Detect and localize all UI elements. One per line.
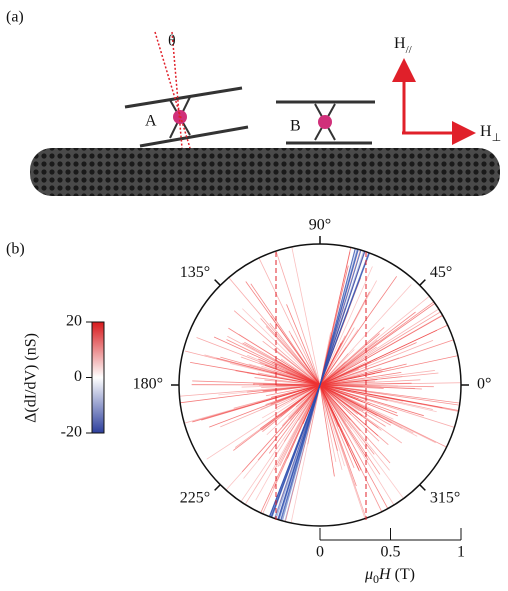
symbol: μ (364, 566, 373, 583)
colorbar-tick-label: -20 (61, 424, 82, 441)
symbol: H (480, 123, 492, 140)
angle-tick (215, 280, 221, 286)
x-tick-label: 0 (316, 544, 324, 561)
angle-tick (215, 485, 221, 491)
angle-label: 90° (309, 217, 331, 234)
x-axis-label: μ0H(T) (364, 566, 415, 586)
molecule-label: A (145, 113, 157, 130)
colorbar-label: Δ(dI/dV) (nS) (23, 333, 40, 423)
theta: θ (168, 33, 176, 50)
colorbar-tick-label: 20 (66, 313, 82, 330)
angle-label: 180° (133, 376, 163, 393)
panel-label: (a) (6, 9, 24, 26)
polar-map (159, 209, 483, 565)
angle-tick (420, 485, 426, 491)
ray (217, 385, 320, 537)
colorbar (92, 322, 104, 433)
field-label: H// (394, 35, 413, 56)
molecule-label: B (290, 118, 301, 135)
angle-label: 0° (477, 376, 491, 393)
angle-tick (420, 280, 426, 286)
angle-label: 45° (430, 264, 452, 281)
field-label: H⊥ (480, 123, 501, 144)
atom (318, 115, 332, 129)
symbol: H (378, 566, 392, 583)
x-tick-label: 0.5 (381, 544, 401, 561)
figure: (a) θ A B H// H⊥ (b) Δ(dI/dV) (nS) μ0H(T… (0, 0, 508, 591)
colorbar-tick-label: 0 (74, 368, 82, 385)
x-tick-label: 1 (457, 544, 465, 561)
subscript: ⊥ (492, 132, 502, 144)
panel-label: (b) (6, 241, 25, 258)
symbol: H (394, 35, 406, 52)
angle-label: 315° (430, 490, 460, 507)
nanotube (30, 148, 500, 196)
subscript: // (406, 44, 413, 56)
unit: (T) (395, 566, 415, 583)
angle-label: 135° (180, 264, 210, 281)
angle-label: 225° (180, 490, 210, 507)
